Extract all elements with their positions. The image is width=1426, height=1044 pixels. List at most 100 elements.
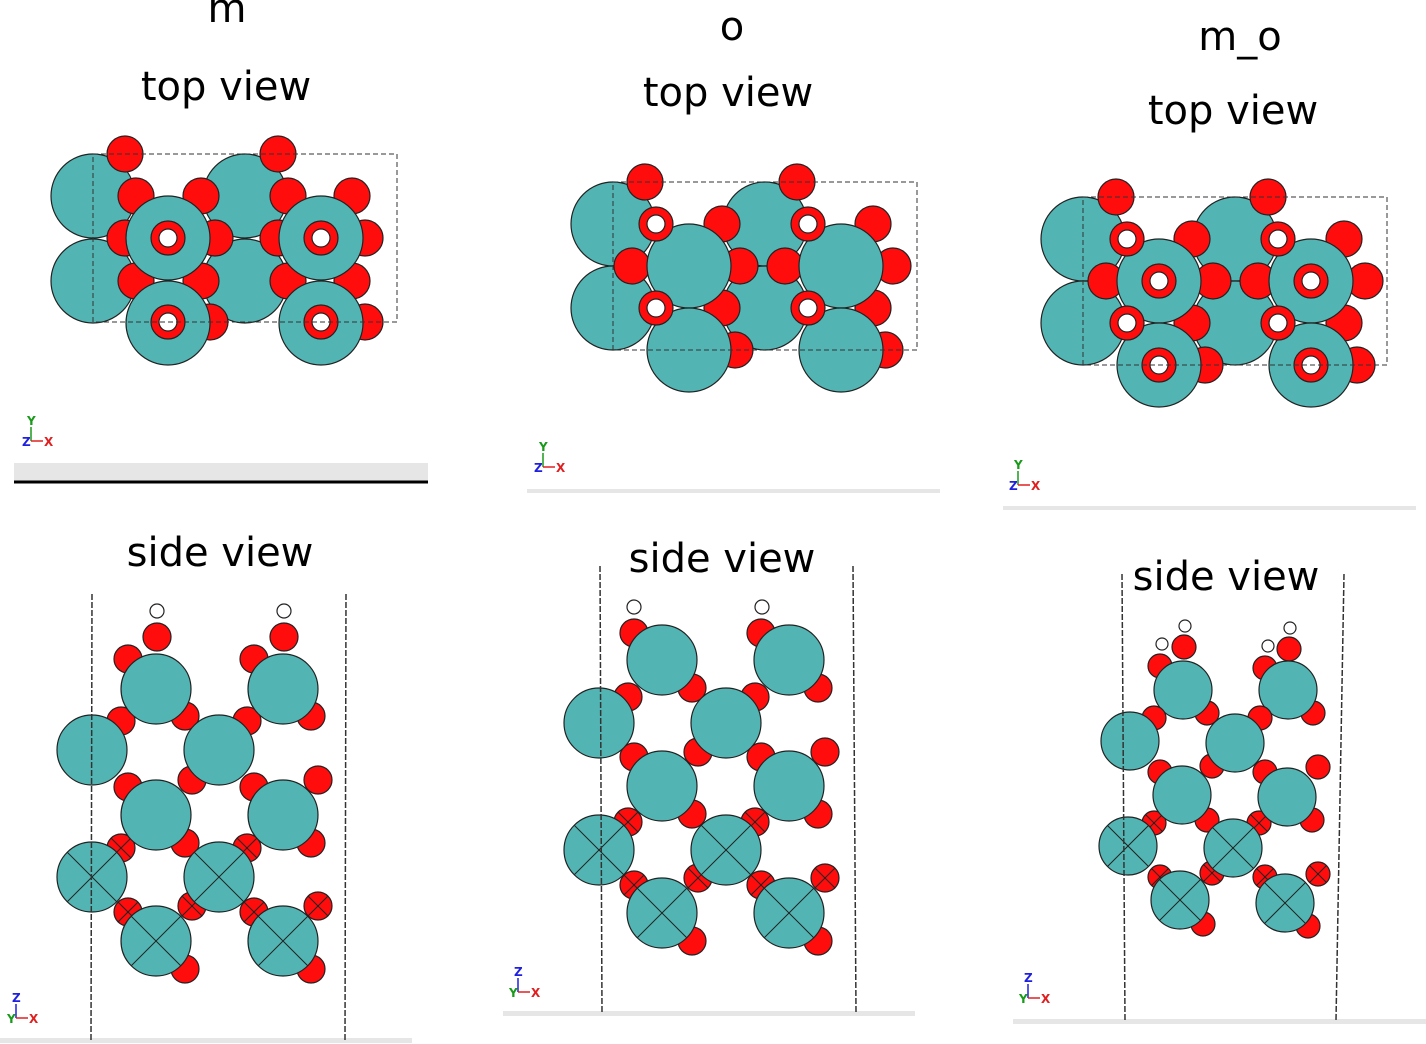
fixed-atom-mark bbox=[1159, 879, 1201, 921]
oxygen-atom bbox=[303, 765, 333, 795]
hydroxyl-hydrogen-atom bbox=[1268, 229, 1288, 249]
unit-cell-top-m bbox=[92, 153, 398, 323]
axis-up-label: Z bbox=[1024, 971, 1033, 985]
metal-atom bbox=[1258, 660, 1318, 720]
fixed-atom-mark bbox=[130, 915, 182, 967]
cell-boundary-side-m-right bbox=[344, 593, 347, 1041]
oxygen-atom bbox=[1305, 754, 1331, 780]
panel-title-m: m bbox=[207, 0, 247, 32]
fixed-atom-mark bbox=[1309, 865, 1327, 883]
axis-right-label: X bbox=[531, 986, 541, 1000]
axis-out-label: Y bbox=[508, 986, 518, 1000]
oxygen-atom bbox=[1276, 636, 1302, 662]
axis-up-label: Y bbox=[26, 414, 36, 428]
fixed-atom-mark bbox=[1256, 868, 1274, 886]
fixed-atom-mark bbox=[623, 874, 645, 896]
fixed-atom-mark bbox=[1151, 868, 1169, 886]
bottom-bar-m-o bbox=[1013, 1019, 1426, 1024]
top-view-label-m-o: top view bbox=[1147, 88, 1319, 134]
axis-right-label: X bbox=[556, 461, 566, 475]
axis-up-label: Y bbox=[1013, 458, 1023, 472]
metal-atom bbox=[183, 714, 255, 786]
axis-indicator-side-m-o: ZY X bbox=[1018, 971, 1051, 1006]
hydrogen-atom bbox=[276, 603, 292, 619]
panel-title-o: o bbox=[719, 4, 745, 50]
metal-atom bbox=[753, 750, 825, 822]
fixed-atom-mark bbox=[1212, 827, 1254, 869]
unit-cell-top-o bbox=[612, 181, 918, 351]
hydroxyl-hydrogen-atom bbox=[311, 228, 331, 248]
cell-boundary-side-o-right bbox=[852, 565, 857, 1013]
metal-atom bbox=[690, 687, 762, 759]
oxygen-atom bbox=[810, 737, 840, 767]
metal-atom bbox=[247, 653, 319, 725]
bottom-bar-m bbox=[0, 1038, 412, 1043]
bottom-bar-o bbox=[503, 1011, 915, 1016]
axis-right-label: X bbox=[44, 435, 54, 449]
axis-up-label: Y bbox=[538, 440, 548, 454]
metal-atom bbox=[1205, 713, 1265, 773]
hydroxyl-hydrogen-atom bbox=[1268, 313, 1288, 333]
metal-atom bbox=[626, 624, 698, 696]
oxygen-atom bbox=[613, 247, 651, 285]
oxygen-atom bbox=[1171, 634, 1197, 660]
metal-atom bbox=[1152, 765, 1212, 825]
side-view-label-m-o: side view bbox=[1132, 554, 1320, 600]
metal-atom bbox=[1100, 711, 1160, 771]
hydroxyl-hydrogen-atom bbox=[646, 214, 666, 234]
axis-right-label: X bbox=[1041, 992, 1051, 1006]
fixed-atom-mark bbox=[1264, 882, 1306, 924]
separator-bar-o bbox=[527, 489, 940, 493]
hydrogen-atom bbox=[1283, 621, 1297, 635]
metal-atom bbox=[120, 653, 192, 725]
top-view-label-o: top view bbox=[642, 70, 814, 116]
fixed-atom-mark bbox=[257, 915, 309, 967]
hydrogen-atom bbox=[1178, 619, 1192, 633]
fixed-atom-mark bbox=[243, 901, 265, 923]
panel-title-m-o: m_o bbox=[1198, 14, 1282, 60]
hydroxyl-hydrogen-atom bbox=[646, 298, 666, 318]
axis-indicator-side-o: ZY X bbox=[508, 965, 541, 1000]
hydroxyl-hydrogen-atom bbox=[798, 214, 818, 234]
cell-boundary-side-m-o-left bbox=[1121, 573, 1126, 1021]
hydroxyl-hydrogen-atom bbox=[798, 298, 818, 318]
metal-atom bbox=[626, 750, 698, 822]
axis-out-label: Z bbox=[1009, 479, 1018, 493]
cell-boundary-side-m-left bbox=[90, 593, 93, 1041]
axis-indicator-top-m: YZ X bbox=[22, 414, 54, 449]
metal-atom bbox=[1257, 767, 1317, 827]
axis-right-label: X bbox=[29, 1012, 39, 1026]
separator-bar-m bbox=[14, 463, 428, 481]
fixed-atom-mark bbox=[700, 824, 752, 876]
oxygen-atom bbox=[766, 247, 804, 285]
hydroxyl-hydrogen-atom bbox=[1117, 313, 1137, 333]
metal-atom bbox=[120, 779, 192, 851]
hydrogen-atom bbox=[754, 599, 770, 615]
axis-out-label: Y bbox=[1018, 992, 1028, 1006]
fixed-atom-mark bbox=[573, 824, 625, 876]
top-view-label-m: top view bbox=[140, 64, 312, 110]
oxygen-atom bbox=[142, 622, 172, 652]
hydrogen-atom bbox=[149, 603, 165, 619]
metal-atom bbox=[1153, 660, 1213, 720]
axis-indicator-top-o: YZ X bbox=[534, 440, 566, 475]
axis-out-label: Z bbox=[22, 435, 31, 449]
fixed-atom-mark bbox=[117, 901, 139, 923]
fixed-atom-mark bbox=[814, 867, 836, 889]
fixed-atom-mark bbox=[1107, 825, 1149, 867]
fixed-atom-mark bbox=[307, 895, 329, 917]
hydrogen-atom bbox=[1261, 639, 1275, 653]
axis-up-label: Z bbox=[514, 965, 523, 979]
separator-bar-m-o bbox=[1003, 506, 1416, 510]
hydroxyl-hydrogen-atom bbox=[1301, 271, 1321, 291]
unit-cell-top-m-o bbox=[1082, 196, 1388, 366]
fixed-atom-mark bbox=[750, 874, 772, 896]
axis-out-label: Y bbox=[6, 1012, 16, 1026]
hydroxyl-hydrogen-atom bbox=[1117, 229, 1137, 249]
metal-atom bbox=[247, 779, 319, 851]
hydrogen-atom bbox=[626, 599, 642, 615]
hydroxyl-hydrogen-atom bbox=[158, 228, 178, 248]
fixed-atom-mark bbox=[763, 887, 815, 939]
axis-out-label: Z bbox=[534, 461, 543, 475]
